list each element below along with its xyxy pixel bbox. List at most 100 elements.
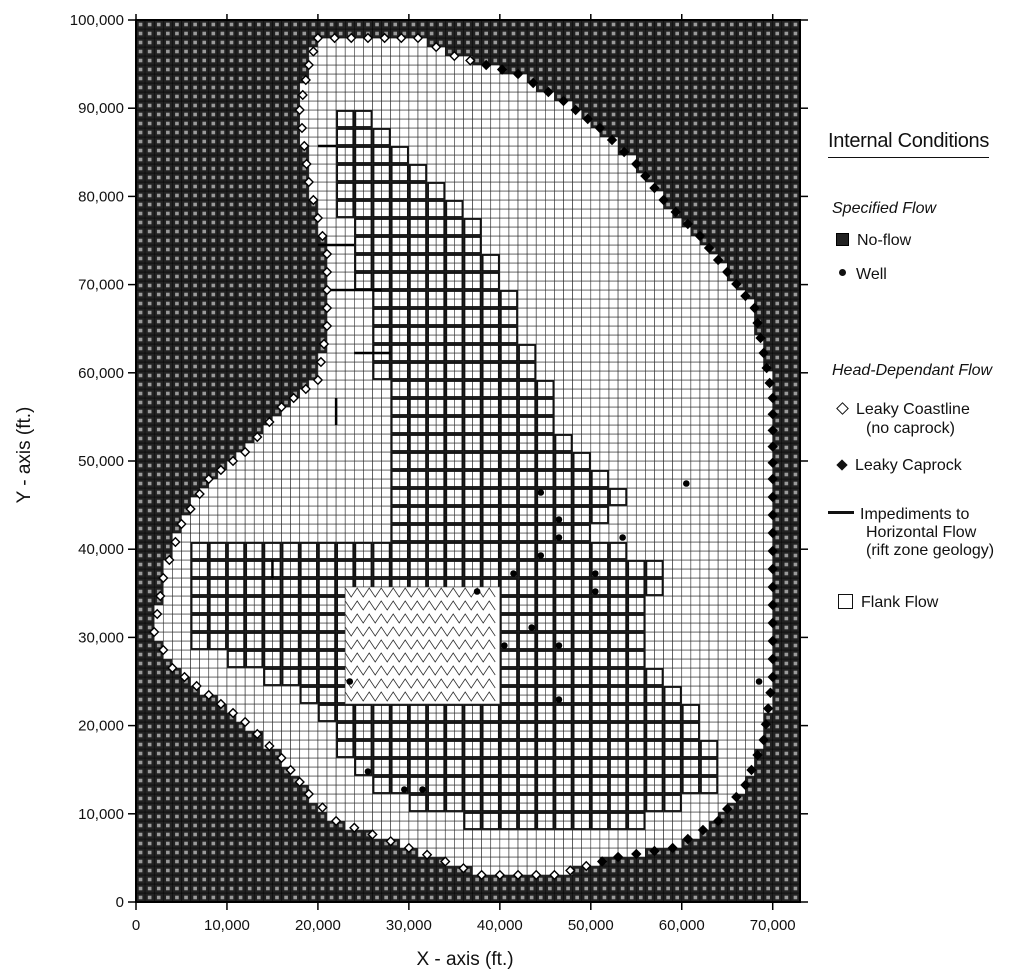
noflow-cell-center <box>247 85 252 90</box>
noflow-cell-center <box>138 130 143 135</box>
flank-flow-cell <box>381 415 391 426</box>
noflow-cell-center <box>156 517 161 522</box>
noflow-cell-center <box>284 148 288 153</box>
noflow-cell-center <box>166 751 170 756</box>
noflow-cell-center <box>202 94 207 99</box>
noflow-cell-center <box>202 112 207 117</box>
flank-flow-cell <box>354 523 364 534</box>
noflow-cell-center <box>166 292 170 297</box>
flank-flow-cell <box>308 73 319 84</box>
noflow-cell-center <box>166 508 170 513</box>
flank-flow-cell <box>326 424 337 435</box>
noflow-cell-center <box>302 229 307 234</box>
noflow-cell-center <box>138 49 143 54</box>
flank-flow-cell <box>308 433 319 444</box>
flank-flow-cell <box>326 757 337 768</box>
flank-flow-cell <box>308 712 319 723</box>
noflow-cell-center <box>293 886 297 891</box>
noflow-cell-center <box>229 877 234 882</box>
noflow-cell-center <box>220 184 225 189</box>
flank-flow-cell <box>162 631 173 642</box>
noflow-cell-center <box>211 130 216 135</box>
noflow-cell-center <box>211 22 216 27</box>
noflow-cell-center <box>156 238 161 243</box>
noflow-cell-center <box>256 400 261 405</box>
flank-flow-cell <box>272 496 282 507</box>
flank-flow-cell <box>399 793 410 804</box>
flank-flow-cell <box>335 280 346 291</box>
flank-flow-cell <box>408 73 419 84</box>
noflow-cell-center <box>147 184 152 189</box>
flank-flow-cell <box>326 379 337 390</box>
noflow-cell-center <box>220 895 225 900</box>
noflow-cell-center <box>156 778 161 783</box>
flank-flow-cell <box>326 190 337 201</box>
flank-flow-cell <box>408 55 419 66</box>
noflow-cell-center <box>357 877 361 882</box>
noflow-cell-center <box>166 247 170 252</box>
noflow-cell-center <box>156 733 161 738</box>
noflow-cell-center <box>284 238 288 243</box>
noflow-cell-center <box>166 31 170 36</box>
noflow-cell-center <box>320 265 325 270</box>
noflow-cell-center <box>184 805 188 810</box>
noflow-cell-center <box>229 22 234 27</box>
noflow-cell-center <box>138 652 143 657</box>
noflow-cell-center <box>175 418 179 423</box>
noflow-cell-center <box>293 85 297 90</box>
noflow-cell-center <box>247 157 252 162</box>
noflow-cell-center <box>220 832 225 837</box>
noflow-cell-center <box>220 274 225 279</box>
flank-flow-cell <box>390 55 401 66</box>
noflow-cell-center <box>247 364 252 369</box>
flank-flow-cell <box>235 478 246 489</box>
flank-flow-cell <box>272 424 282 435</box>
flank-flow-cell <box>308 721 319 732</box>
noflow-cell-center <box>302 301 307 306</box>
noflow-cell-center <box>147 112 152 117</box>
flank-flow-cell <box>363 478 373 489</box>
noflow-cell-center <box>229 886 234 891</box>
noflow-cell-center <box>138 175 143 180</box>
flank-flow-cell <box>344 325 355 336</box>
noflow-cell-center <box>193 256 197 261</box>
noflow-cell-center <box>175 310 179 315</box>
flank-flow-cell <box>162 613 173 624</box>
flank-flow-cell <box>326 415 337 426</box>
noflow-cell-center <box>275 211 279 216</box>
noflow-cell-center <box>166 220 170 225</box>
noflow-cell-center <box>193 418 197 423</box>
flank-flow-cell <box>172 559 182 570</box>
flank-flow-cell <box>435 154 446 165</box>
flank-flow-cell <box>381 532 391 543</box>
noflow-cell-center <box>256 139 261 144</box>
flank-flow-cell <box>390 127 401 138</box>
flank-flow-cell <box>263 460 273 471</box>
flank-flow-cell <box>326 118 337 129</box>
flank-flow-cell <box>381 433 391 444</box>
noflow-cell-center <box>147 634 152 639</box>
flank-flow-cell <box>399 73 410 84</box>
noflow-cell-center <box>211 31 216 36</box>
flank-flow-cell <box>308 766 319 777</box>
flank-flow-cell <box>253 685 264 696</box>
noflow-cell-center <box>202 724 207 729</box>
noflow-cell-center <box>293 814 297 819</box>
flank-flow-cell <box>390 802 401 813</box>
noflow-cell-center <box>247 238 252 243</box>
noflow-cell-center <box>175 715 179 720</box>
flank-flow-cell <box>317 496 328 507</box>
flank-flow-cell <box>317 136 328 147</box>
flank-flow-cell <box>317 406 328 417</box>
noflow-cell-center <box>147 580 152 585</box>
flank-flow-cell <box>354 460 364 471</box>
noflow-cell-center <box>202 148 207 153</box>
flank-flow-cell <box>317 721 328 732</box>
noflow-cell-center <box>311 346 316 351</box>
noflow-cell-center <box>311 859 316 864</box>
flank-flow-cell <box>326 730 337 741</box>
flank-flow-cell <box>181 532 191 543</box>
noflow-cell-center <box>184 337 188 342</box>
noflow-cell-center <box>147 715 152 720</box>
noflow-cell-center <box>147 238 152 243</box>
